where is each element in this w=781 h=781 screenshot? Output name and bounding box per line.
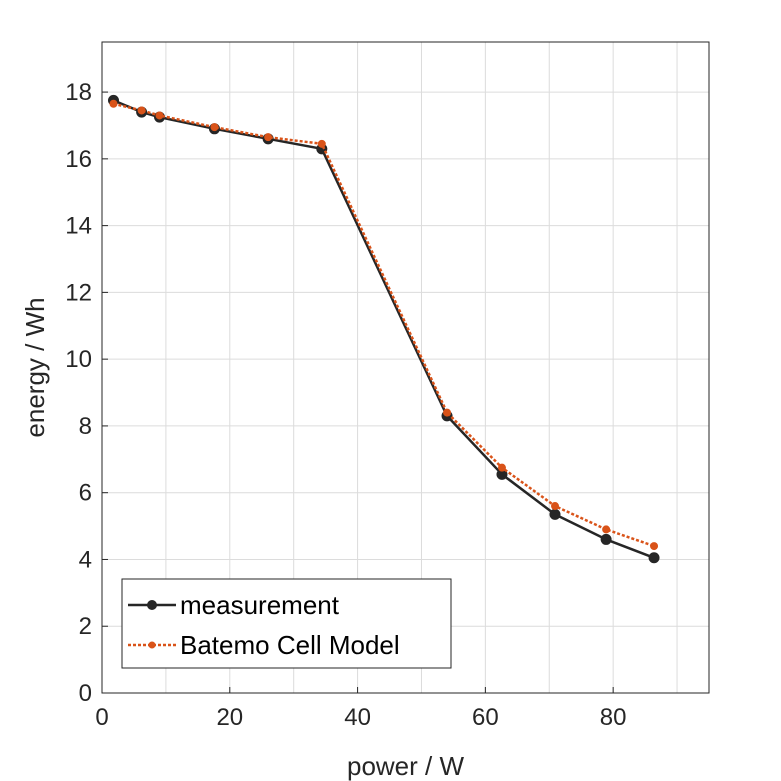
y-tick-label: 8 [79,413,92,440]
y-tick-label: 14 [65,213,92,240]
legend-label: measurement [180,590,340,620]
x-tick-label: 60 [472,704,499,731]
data-point [551,502,560,511]
x-tick-label: 80 [600,704,627,731]
x-tick-label: 20 [216,704,243,731]
series-1 [109,99,659,551]
legend: measurement Batemo Cell Model [121,578,452,669]
x-tick-label: 40 [344,704,371,731]
legend-items: measurement Batemo Cell Model [128,590,400,660]
y-tick-label: 10 [65,346,92,373]
plot-area-border [101,41,710,694]
data-point [155,111,164,120]
y-tick-label: 0 [79,680,92,707]
y-tick-label: 4 [79,546,92,573]
data-point [264,133,273,142]
y-tick-label: 2 [79,613,92,640]
y-tick-label: 6 [79,480,92,507]
x-axis-ticks: 0 20 40 60 80 [95,687,627,731]
data-point [109,99,118,108]
legend-label: Batemo Cell Model [180,630,400,660]
data-point [600,533,612,545]
data-point [497,463,506,472]
data-point [443,408,452,417]
x-axis-label: power / W [347,751,464,781]
y-tick-label: 18 [65,79,92,106]
legend-box [121,578,452,669]
series [108,94,660,564]
y-axis-label: energy / Wh [20,297,50,437]
data-point [650,542,659,551]
data-point [648,552,660,564]
data-point [210,123,219,132]
legend-swatch-marker [148,641,156,649]
legend-swatch-marker [147,600,157,610]
data-point [317,139,326,148]
data-point [549,508,561,520]
x-tick-label: 0 [95,704,108,731]
data-point [137,106,146,115]
y-tick-label: 12 [65,279,92,306]
data-point [602,525,611,534]
y-axis-ticks: 0 2 4 6 8 10 12 14 16 18 [65,79,108,707]
y-tick-label: 16 [65,146,92,173]
